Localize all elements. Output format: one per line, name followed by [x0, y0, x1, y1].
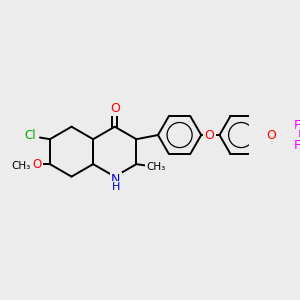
Text: F: F: [297, 128, 300, 142]
Text: CH₃: CH₃: [11, 161, 31, 171]
Text: F: F: [294, 118, 300, 132]
Text: O: O: [32, 158, 41, 171]
Text: H: H: [111, 182, 120, 192]
Text: O: O: [266, 128, 276, 142]
Text: CH₃: CH₃: [147, 163, 166, 172]
Text: O: O: [110, 102, 120, 115]
Text: Cl: Cl: [24, 129, 36, 142]
Text: N: N: [111, 173, 120, 186]
Text: F: F: [294, 139, 300, 152]
Text: O: O: [205, 128, 214, 142]
